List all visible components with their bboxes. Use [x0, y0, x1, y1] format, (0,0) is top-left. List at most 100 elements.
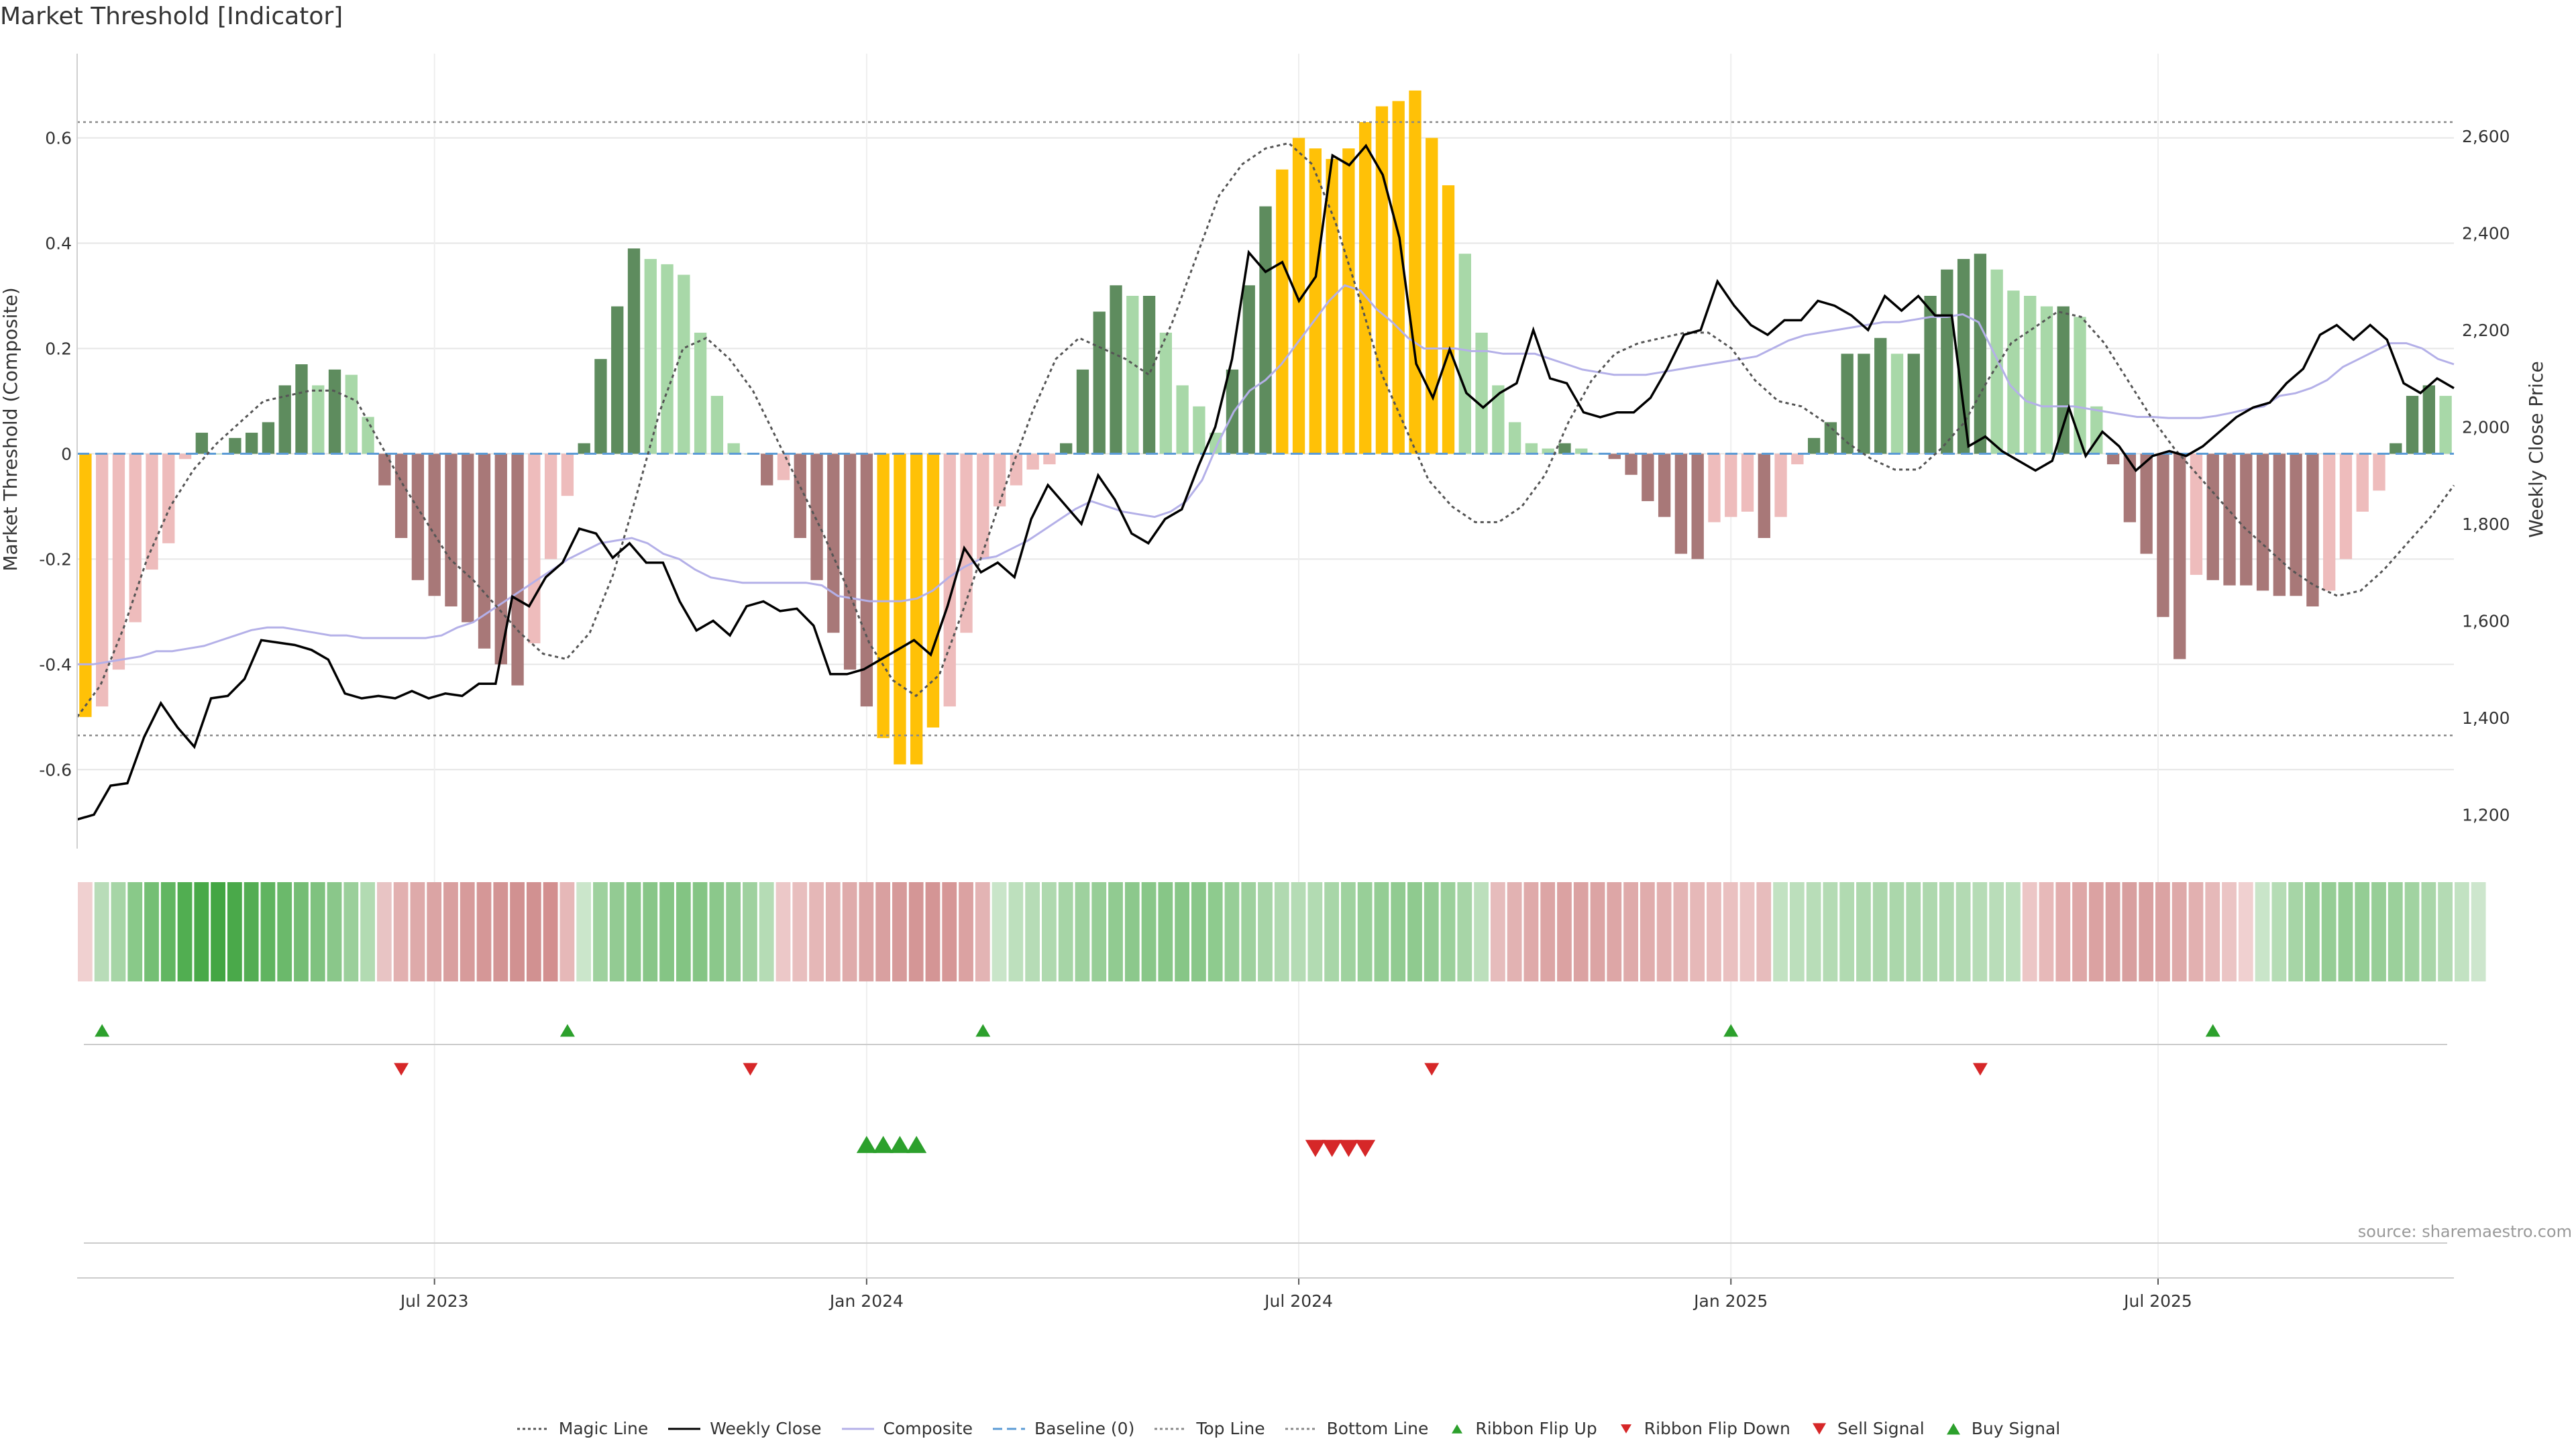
x-tick-label: Jan 2025	[1693, 1291, 1768, 1311]
ribbon-cell	[1291, 882, 1306, 981]
ribbon-cell	[294, 882, 309, 981]
right-axis-label: Weekly Close Price	[2525, 361, 2547, 537]
composite-bar	[2256, 453, 2269, 591]
composite-bar	[528, 453, 541, 643]
ribbon-flip-up-marker	[1723, 1024, 1739, 1037]
composite-bar	[1326, 158, 1338, 454]
left-tick-label: 0.4	[45, 234, 72, 254]
composite-bar	[362, 417, 374, 454]
ribbon-cell	[1457, 882, 1472, 981]
composite-bar	[394, 453, 408, 538]
x-tick-label: Jul 2023	[399, 1291, 469, 1311]
composite-bar	[1791, 453, 1804, 465]
composite-bar	[1176, 385, 1189, 454]
composite-bar	[2439, 396, 2452, 454]
composite-bar	[1907, 354, 1920, 454]
composite-bar	[295, 364, 308, 454]
composite-bar	[1458, 254, 1471, 454]
composite-bar	[1858, 354, 1870, 454]
composite-bar	[1076, 369, 1089, 454]
ribbon-cell	[2022, 882, 2037, 981]
left-tick-label: 0.2	[45, 339, 72, 358]
ribbon-cell	[1806, 882, 1821, 981]
ribbon-cell	[1723, 882, 1738, 981]
ribbon-cell	[2039, 882, 2054, 981]
composite-bar	[1725, 453, 1737, 517]
ribbon-cell	[2238, 882, 2253, 981]
composite-bar	[1824, 422, 1837, 454]
composite-bar	[2090, 406, 2103, 454]
legend-swatch	[1620, 1424, 1631, 1434]
left-tick-label: 0	[61, 444, 72, 464]
legend: Magic Line Weekly Close Composite Baseline …	[0, 1419, 2576, 1438]
ribbon-cell	[2305, 882, 2320, 981]
composite-bar	[678, 274, 690, 454]
ribbon-cell	[2139, 882, 2154, 981]
left-tick-label: -0.2	[39, 549, 72, 569]
ribbon-cell	[144, 882, 159, 981]
composite-bar	[993, 453, 1006, 506]
ribbon-cell	[809, 882, 824, 981]
composite-bar	[1375, 106, 1389, 454]
ribbon-cell	[244, 882, 259, 981]
composite-bar	[2339, 453, 2353, 559]
right-tick-label: 1,600	[2462, 611, 2510, 631]
ribbon-cell	[1773, 882, 1788, 981]
source-credit: source: sharemaestro.com	[2357, 1222, 2572, 1241]
legend-swatch	[841, 1428, 874, 1430]
ribbon-cell	[775, 882, 791, 981]
ribbon-cell	[2404, 882, 2420, 981]
composite-bar	[1475, 332, 1488, 454]
composite-bar	[1508, 422, 1521, 454]
ribbon-cell	[2006, 882, 2021, 981]
ribbon-cell	[908, 882, 924, 981]
ribbon-cell	[211, 882, 225, 981]
composite-bar	[2007, 290, 2020, 454]
ribbon-cell	[1374, 882, 1389, 981]
composite-bar	[2356, 453, 2369, 512]
composite-bar	[1043, 453, 1056, 465]
ribbon-cell	[1906, 882, 1921, 981]
composite-bar	[1990, 269, 2003, 454]
composite-bar	[2074, 317, 2086, 454]
x-tick-label: Jul 2024	[1263, 1291, 1333, 1311]
composite-bar	[1110, 285, 1122, 454]
composite-bar	[777, 453, 790, 480]
ribbon-cell	[892, 882, 907, 981]
composite-bar	[1708, 453, 1721, 523]
ribbon-cell	[1955, 882, 1971, 981]
ribbon-cell	[1972, 882, 1988, 981]
composite-bar	[1210, 433, 1222, 454]
composite-bar	[378, 453, 391, 486]
composite-bar	[1093, 311, 1106, 454]
legend-swatch	[992, 1428, 1025, 1430]
composite-bar	[827, 453, 840, 633]
composite-bar	[1542, 448, 1554, 454]
ribbon-cell	[2338, 882, 2353, 981]
ribbon-cell	[1789, 882, 1805, 981]
ribbon-cell	[1872, 882, 1888, 981]
ribbon-cell	[1707, 882, 1721, 981]
ribbon-cell	[2321, 882, 2337, 981]
composite-bar	[843, 453, 857, 670]
composite-bar	[1226, 369, 1239, 454]
ribbon-cell	[260, 882, 276, 981]
legend-label: Sell Signal	[1837, 1419, 1925, 1438]
composite-bar	[2024, 295, 2037, 454]
composite-bar	[627, 248, 641, 454]
composite-bars	[79, 90, 2452, 765]
composite-bar	[229, 437, 241, 454]
composite-bar	[1525, 443, 1538, 454]
ribbon-cell	[2222, 882, 2237, 981]
ribbon-cell	[576, 882, 592, 981]
composite-bar	[129, 453, 142, 623]
right-tick-label: 1,200	[2462, 805, 2510, 824]
ribbon-cell	[1856, 882, 1871, 981]
ribbon-cell	[1258, 882, 1273, 981]
composite-bar	[478, 453, 491, 649]
ribbon-cell	[942, 882, 957, 981]
legend-swatch	[1946, 1423, 1960, 1434]
legend-item: Composite	[841, 1419, 973, 1438]
buy-signal-marker	[873, 1136, 894, 1153]
ribbon-cell	[1091, 882, 1107, 981]
